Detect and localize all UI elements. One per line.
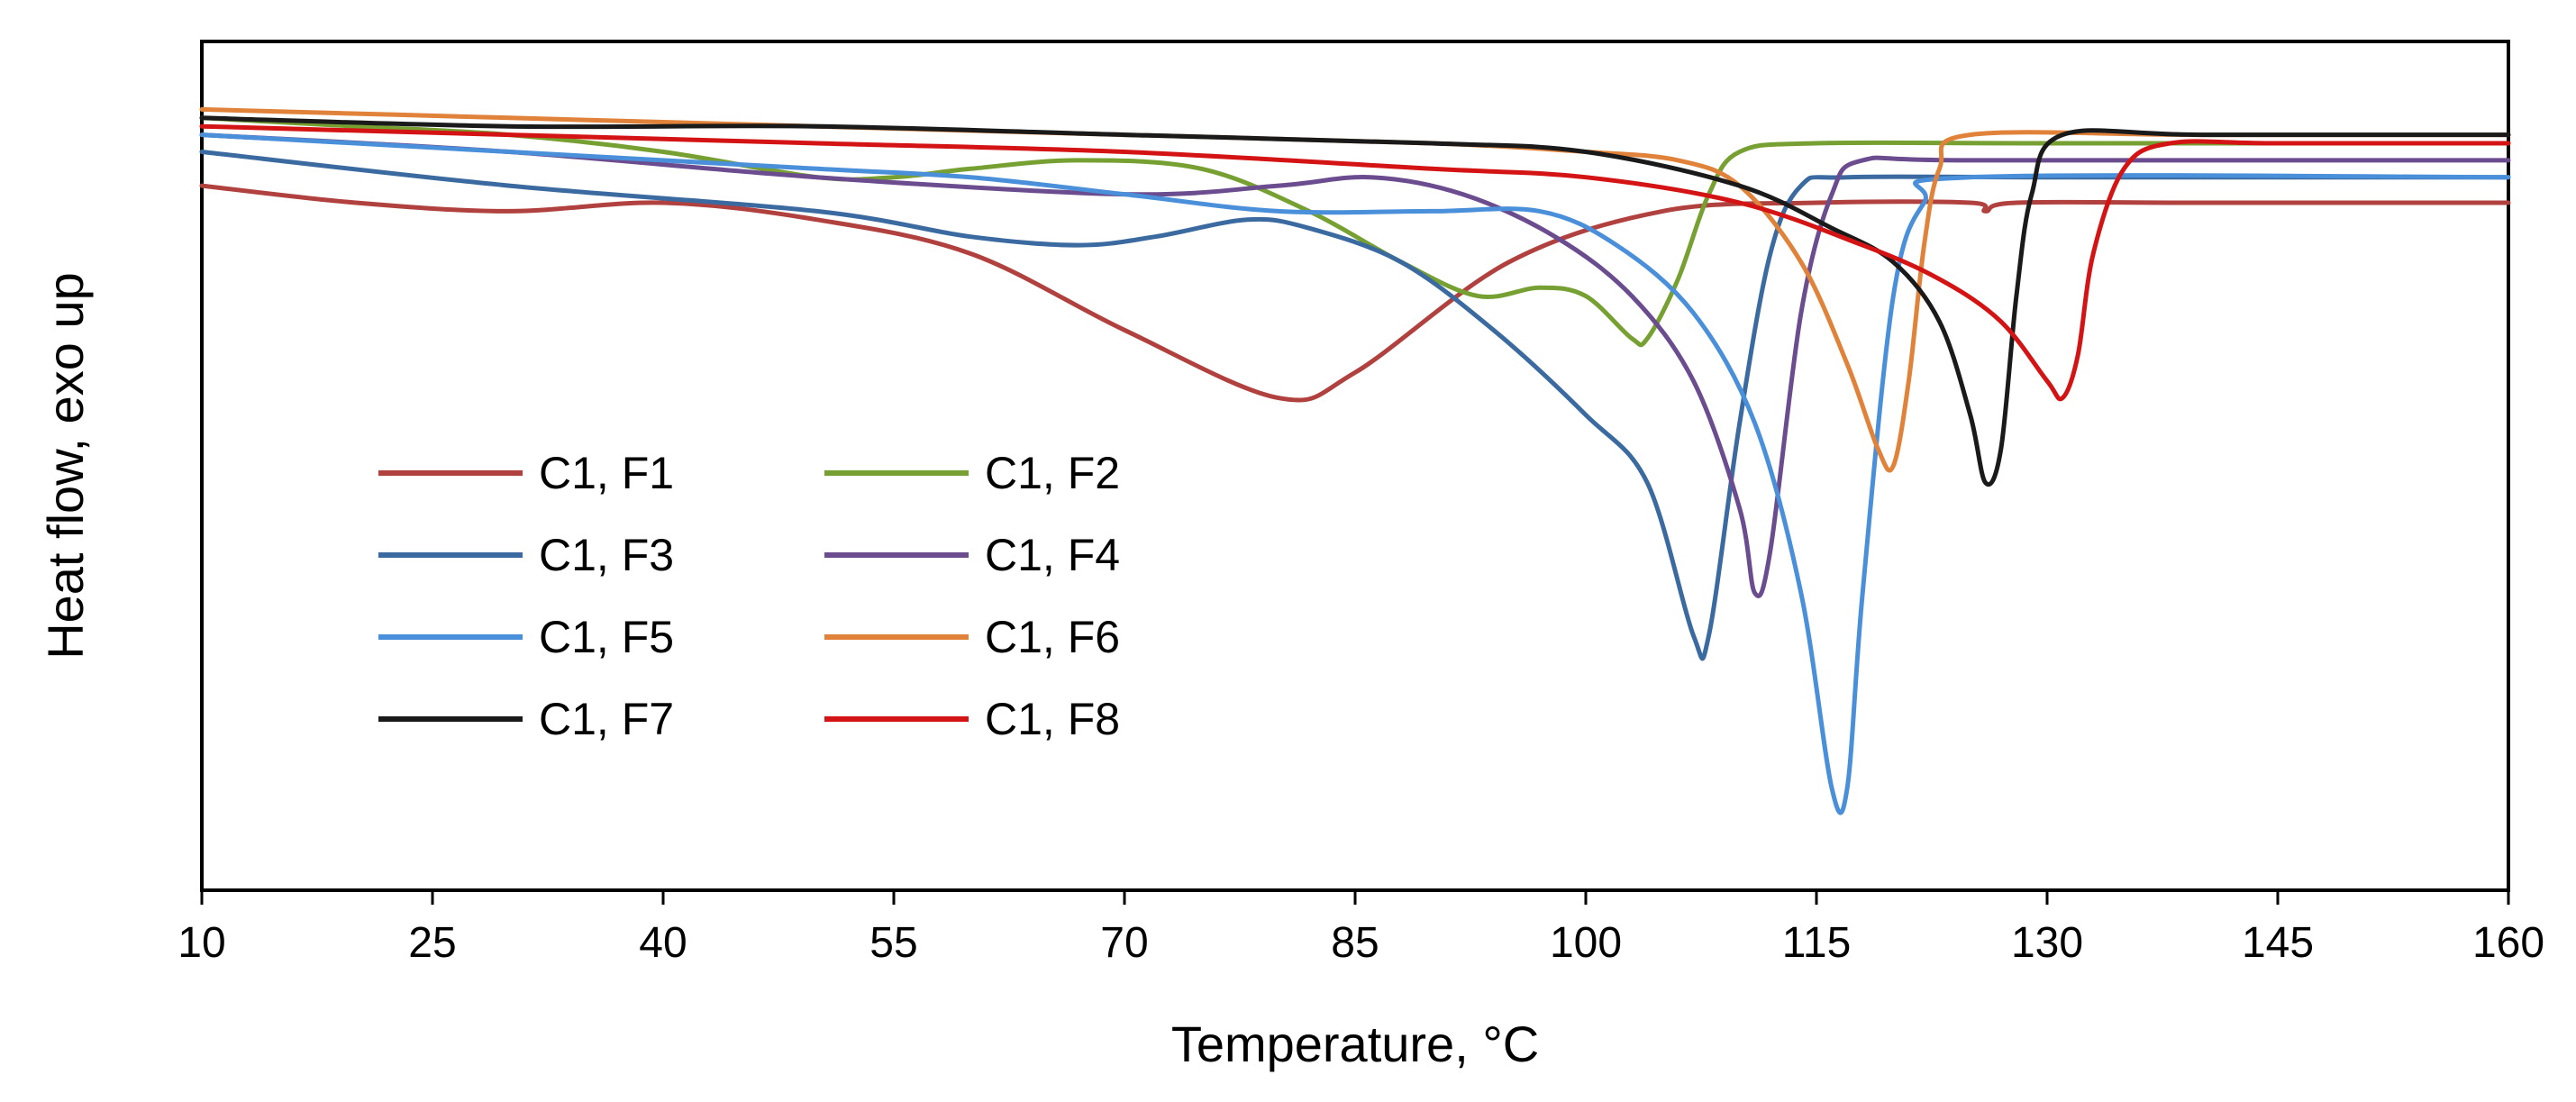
x-tick-label: 70 [1100,919,1148,967]
x-tick-label: 55 [869,919,917,967]
series-line-c1-f1 [199,183,2511,403]
x-tick-label: 145 [2242,919,2314,967]
plot-area [200,40,2510,892]
legend-label-c1-f4: C1, F4 [985,530,1120,580]
y-axis-title: Heat flow, exo up [37,272,94,660]
x-tick-label: 25 [408,919,456,967]
legend-label-c1-f1: C1, F1 [539,448,674,498]
legend-label-c1-f8: C1, F8 [985,694,1120,744]
series-line-c1-f7 [199,115,2511,487]
legend-label-c1-f7: C1, F7 [539,694,674,744]
series-line-c1-f3 [199,150,2511,661]
x-axis-title: Temperature, °C [1171,1015,1539,1072]
legend-label-c1-f2: C1, F2 [985,448,1120,498]
legend-label-c1-f5: C1, F5 [539,612,674,662]
x-tick-label: 10 [177,919,225,967]
legend-label-c1-f6: C1, F6 [985,612,1120,662]
x-tick-label: 100 [1550,919,1622,967]
x-tick-label: 85 [1331,919,1379,967]
legend-label-c1-f3: C1, F3 [539,530,674,580]
x-tick-label: 130 [2011,919,2083,967]
series-line-c1-f4 [199,132,2511,598]
legend: C1, F1 C1, F2 C1, F3 C1, F4 C1, F5 C1, F6 C1, … [378,448,1120,744]
series-line-c1-f8 [199,123,2511,402]
series-line-c1-f5 [199,132,2511,815]
x-axis: 10 25 40 55 70 85 100 115 130 145 160 [177,890,2544,967]
x-tick-label: 160 [2472,919,2544,967]
x-tick-label: 115 [1782,919,1852,967]
series-layer [199,106,2511,815]
x-tick-label: 40 [639,919,687,967]
